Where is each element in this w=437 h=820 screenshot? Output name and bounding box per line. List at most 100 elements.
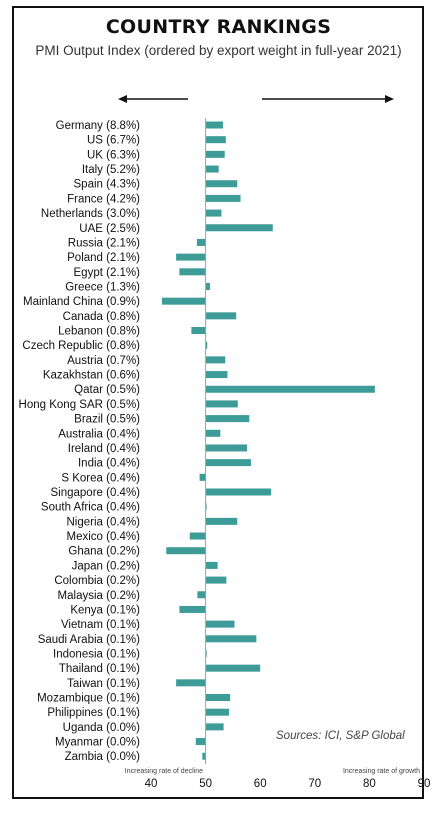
category-label: UAE (2.5%) <box>79 223 140 235</box>
category-label: Germany (8.8%) <box>56 120 141 132</box>
bar <box>205 576 227 584</box>
bar <box>205 136 226 144</box>
category-label: Brazil (0.5%) <box>74 414 140 426</box>
bar <box>205 664 261 672</box>
bar <box>205 341 208 349</box>
bar <box>205 620 235 628</box>
category-label: Mainland China (0.9%) <box>23 296 140 308</box>
x-tick-label: 40 <box>145 778 158 790</box>
category-label: UK (6.3%) <box>87 149 140 161</box>
category-label: Singapore (0.4%) <box>51 487 141 499</box>
category-label: Mozambique (0.1%) <box>37 693 140 705</box>
category-label: Poland (2.1%) <box>67 252 140 264</box>
bar <box>196 238 206 246</box>
bar <box>176 679 206 687</box>
right-arrowhead-icon <box>385 95 394 103</box>
bar <box>179 605 206 613</box>
bar <box>205 488 272 496</box>
bar <box>176 253 206 261</box>
x-tick-label: 80 <box>363 778 376 790</box>
category-label: Ghana (0.2%) <box>68 546 140 558</box>
bar <box>205 561 218 569</box>
bar <box>205 150 225 158</box>
category-label: Spain (4.3%) <box>74 179 141 191</box>
category-label: Hong Kong SAR (0.5%) <box>19 399 141 411</box>
bar <box>205 429 221 437</box>
chart-title: COUNTRY RANKINGS <box>105 16 332 38</box>
bar <box>179 268 206 276</box>
category-label: Kenya (0.1%) <box>70 604 140 616</box>
category-label: Zambia (0.0%) <box>65 751 141 763</box>
category-label: Taiwan (0.1%) <box>67 678 140 690</box>
bar <box>199 473 206 481</box>
x-tick-label: 60 <box>254 778 267 790</box>
category-label: Thailand (0.1%) <box>59 663 140 675</box>
bar <box>205 459 251 467</box>
bar <box>205 282 210 290</box>
category-label: Vietnam (0.1%) <box>61 619 140 631</box>
bar <box>205 165 219 173</box>
bar <box>202 752 206 760</box>
category-label: France (4.2%) <box>67 193 140 205</box>
category-label: Canada (0.8%) <box>63 311 141 323</box>
sources-note: Sources: ICI, S&P Global <box>276 730 405 742</box>
category-label: Greece (1.3%) <box>65 281 140 293</box>
bar <box>205 635 257 643</box>
category-label: Egypt (2.1%) <box>74 267 141 279</box>
category-label: Malaysia (0.2%) <box>58 590 141 602</box>
bar <box>205 694 231 702</box>
category-label: Uganda (0.0%) <box>63 722 141 734</box>
category-label: S Korea (0.4%) <box>61 472 140 484</box>
bar <box>205 121 224 129</box>
category-label: Italy (5.2%) <box>82 164 140 176</box>
bar <box>205 708 230 716</box>
left-arrowhead-icon <box>118 95 127 103</box>
bar <box>205 400 238 408</box>
bar <box>166 547 206 555</box>
bar <box>205 224 273 232</box>
growth-note: Increasing rate of growth <box>343 768 420 775</box>
bar <box>205 312 237 320</box>
bar <box>189 532 206 540</box>
bar <box>195 738 206 746</box>
bar <box>197 591 206 599</box>
bar <box>161 297 206 305</box>
bar <box>205 649 207 657</box>
x-tick-label: 50 <box>199 778 212 790</box>
category-label: South Africa (0.4%) <box>41 502 140 514</box>
category-label: Philippines (0.1%) <box>47 707 140 719</box>
bar <box>205 444 248 452</box>
category-label: Myanmar (0.0%) <box>55 737 140 749</box>
x-tick-label: 70 <box>308 778 321 790</box>
category-label: Mexico (0.4%) <box>67 531 141 543</box>
category-label: Russia (2.1%) <box>68 237 140 249</box>
category-label: Qatar (0.5%) <box>74 384 140 396</box>
x-tick-label: 90 <box>418 778 431 790</box>
category-label: Czech Republic (0.8%) <box>22 340 140 352</box>
category-label: Ireland (0.4%) <box>68 443 140 455</box>
category-label: Japan (0.2%) <box>72 560 141 572</box>
chart-subtitle: PMI Output Index (ordered by export weig… <box>35 43 402 58</box>
bar <box>205 180 238 188</box>
category-label: Lebanon (0.8%) <box>58 326 140 338</box>
category-label: Nigeria (0.4%) <box>67 516 141 528</box>
category-label: Austria (0.7%) <box>67 355 140 367</box>
bar <box>205 415 250 423</box>
bar <box>205 385 375 393</box>
category-label: Netherlands (3.0%) <box>41 208 140 220</box>
category-label: Australia (0.4%) <box>58 428 140 440</box>
category-label: India (0.4%) <box>78 458 140 470</box>
category-label: Colombia (0.2%) <box>54 575 140 587</box>
bar <box>205 371 228 379</box>
bar <box>205 209 222 217</box>
bar <box>205 356 226 364</box>
decline-note: Increasing rate of decline <box>125 768 203 775</box>
bar <box>205 194 241 202</box>
bar <box>205 723 224 731</box>
bar <box>205 517 238 525</box>
category-label: Indonesia (0.1%) <box>53 648 140 660</box>
category-label: Kazakhstan (0.6%) <box>43 370 140 382</box>
category-label: US (6.7%) <box>87 135 140 147</box>
category-label: Saudi Arabia (0.1%) <box>38 634 140 646</box>
